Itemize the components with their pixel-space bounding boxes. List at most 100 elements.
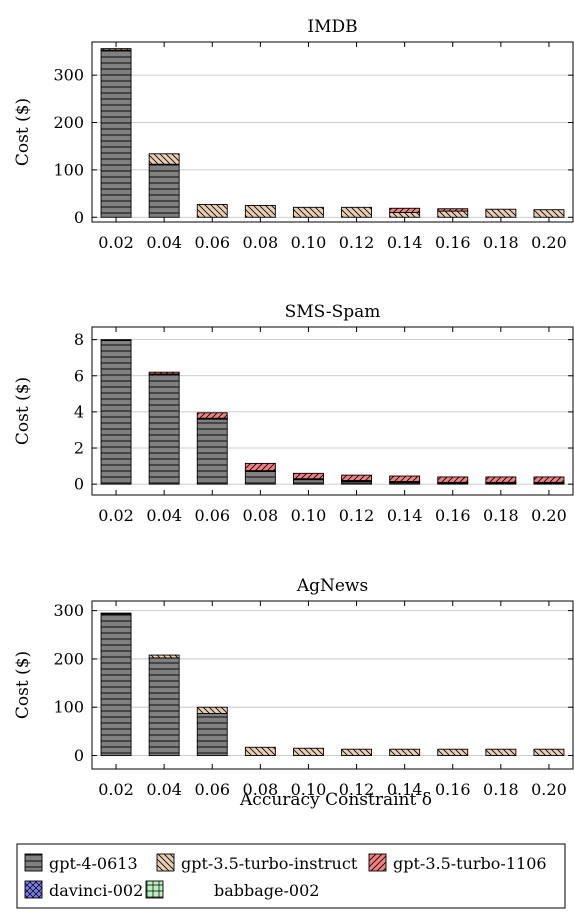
- legend-label: davinci-002: [49, 881, 143, 900]
- bar-segment: [485, 208, 517, 218]
- y-tick-label: 100: [53, 698, 84, 717]
- x-tick-label: 0.20: [531, 506, 567, 525]
- y-axis-label: Cost ($): [13, 651, 33, 719]
- x-tick-label: 0.08: [243, 506, 279, 525]
- bar-segment: [341, 748, 372, 756]
- bar-segment: [100, 340, 132, 485]
- bar-segment: [533, 748, 565, 756]
- y-tick-label: 100: [53, 160, 84, 179]
- bar-segment: [196, 713, 228, 756]
- x-tick-label: 0.06: [194, 780, 230, 799]
- plot-frame: [91, 600, 574, 770]
- bar-segment: [389, 748, 421, 756]
- x-tick-label: 0.16: [435, 233, 471, 252]
- bar-segment: [389, 207, 421, 213]
- plot-frame: [91, 41, 574, 223]
- bar-segment: [244, 471, 276, 485]
- x-tick-label: 0.06: [194, 506, 230, 525]
- x-tick-label: 0.20: [531, 233, 567, 252]
- bar-segment: [533, 476, 565, 483]
- legend-swatch: [145, 880, 164, 899]
- y-axis-label: Cost ($): [13, 377, 33, 445]
- bar-segment: [437, 476, 469, 483]
- y-tick-label: 300: [53, 66, 84, 85]
- y-tick-label: 200: [53, 113, 84, 132]
- bar-segment: [533, 209, 565, 218]
- x-tick-label: 0.08: [243, 233, 279, 252]
- x-tick-label: 0.10: [291, 233, 327, 252]
- x-tick-label: 0.02: [98, 233, 134, 252]
- bar-segment: [293, 479, 324, 485]
- bar-segment: [148, 374, 180, 485]
- x-tick-label: 0.08: [243, 780, 279, 799]
- legend-label: babbage-002: [214, 881, 319, 900]
- bar-segment: [196, 418, 228, 485]
- bar-segment: [293, 206, 324, 218]
- bar-segment: [341, 474, 372, 481]
- x-tick-label: 0.14: [387, 233, 423, 252]
- bar-segment: [148, 654, 180, 659]
- y-tick-label: 2: [74, 439, 84, 458]
- y-tick-label: 0: [74, 475, 84, 494]
- legend: gpt-4-0613 gpt-3.5-turbo-instruct gpt-3.5-…: [16, 843, 566, 909]
- x-tick-label: 0.02: [98, 506, 134, 525]
- chart-panel-1: SMS-Spam 0 2 4 6 8 Cost ($) 0.02 0.04 0.06 0.08 0.1…: [13, 302, 574, 525]
- legend-swatch: [156, 853, 175, 872]
- bar-segment: [100, 49, 132, 218]
- chart-title: IMDB: [307, 17, 357, 37]
- chart-title: AgNews: [296, 576, 368, 596]
- bar-segment: [148, 371, 180, 375]
- bar-segment: [389, 475, 421, 482]
- x-tick-label: 0.18: [483, 780, 519, 799]
- bar-segment: [244, 204, 276, 218]
- bar-segment: [100, 612, 132, 615]
- bar-segment: [293, 472, 324, 480]
- bar-segment: [196, 204, 228, 218]
- bar-segment: [244, 746, 276, 756]
- bar-segment: [437, 210, 469, 218]
- bar-segment: [100, 48, 132, 51]
- x-tick-label: 0.12: [339, 506, 375, 525]
- legend-item-davinci-002: davinci-002: [24, 880, 143, 900]
- y-axis-label: Cost ($): [13, 98, 33, 166]
- bar-segment: [244, 462, 276, 472]
- legend-label: gpt-3.5-turbo-instruct: [181, 854, 358, 873]
- chart-panel-2: AgNews 0 100 200 300 Cost ($) 0.02 0.04 0.06 0.08…: [13, 576, 574, 799]
- x-tick-label: 0.12: [339, 233, 375, 252]
- x-tick-label: 0.16: [435, 506, 471, 525]
- y-tick-label: 8: [74, 330, 84, 349]
- bar-segment: [485, 476, 517, 483]
- bar-segment: [196, 412, 228, 419]
- legend-label: gpt-4-0613: [49, 854, 138, 873]
- x-tick-label: 0.04: [146, 233, 182, 252]
- legend-label: gpt-3.5-turbo-1106: [393, 854, 547, 873]
- x-tick-label: 0.18: [483, 233, 519, 252]
- y-tick-label: 200: [53, 649, 84, 668]
- legend-swatch: [368, 853, 387, 872]
- chart-title: SMS-Spam: [285, 302, 381, 322]
- bar-segment: [100, 613, 132, 756]
- y-tick-label: 300: [53, 601, 84, 620]
- bar-segment: [341, 206, 372, 218]
- x-tick-label: 0.02: [98, 780, 134, 799]
- bar-segment: [196, 706, 228, 714]
- plot-frame: [91, 326, 574, 496]
- y-tick-label: 4: [74, 402, 84, 421]
- bar-segment: [389, 212, 421, 218]
- bar-segment: [148, 153, 180, 165]
- bar-segment: [437, 748, 469, 756]
- bar-segment: [437, 208, 469, 212]
- x-tick-label: 0.12: [339, 780, 375, 799]
- chart-panel-0: IMDB 0 100 200 300 Cost ($) 0.02 0.04 0.06 0.08 0.…: [13, 17, 574, 252]
- legend-item-gpt-3.5-turbo-1106: gpt-3.5-turbo-1106: [368, 853, 547, 873]
- x-tick-label: 0.10: [291, 506, 327, 525]
- y-tick-label: 0: [74, 746, 84, 765]
- x-tick-label: 0.04: [146, 506, 182, 525]
- bar-segment: [148, 163, 180, 218]
- bar-segment: [485, 748, 517, 756]
- y-tick-label: 0: [74, 208, 84, 227]
- bar-segment: [100, 339, 132, 341]
- legend-swatch: [24, 880, 43, 899]
- bar-segment: [293, 747, 324, 756]
